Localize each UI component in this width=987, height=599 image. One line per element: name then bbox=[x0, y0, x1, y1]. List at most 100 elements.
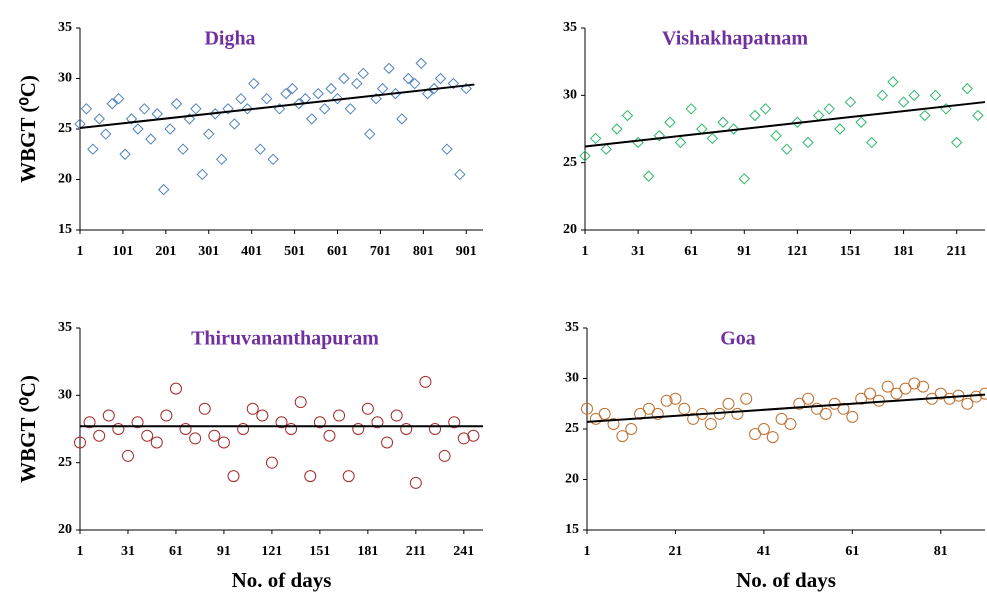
point bbox=[169, 382, 182, 395]
y-tick-label: 20 bbox=[563, 222, 577, 237]
point bbox=[887, 76, 899, 88]
y-tick-label: 30 bbox=[563, 88, 577, 103]
x-tick-label: 91 bbox=[217, 544, 231, 559]
point bbox=[448, 416, 461, 429]
point bbox=[876, 89, 889, 102]
x-tick-label: 181 bbox=[893, 244, 914, 259]
point bbox=[80, 103, 93, 115]
point bbox=[589, 132, 602, 145]
point bbox=[651, 407, 664, 420]
point bbox=[318, 103, 331, 115]
y-tick-label: 25 bbox=[563, 155, 577, 170]
point bbox=[304, 470, 317, 483]
point bbox=[138, 103, 151, 115]
point bbox=[93, 113, 106, 125]
x-tick-label: 61 bbox=[845, 544, 859, 559]
point bbox=[421, 87, 434, 100]
point bbox=[908, 377, 921, 390]
point bbox=[106, 98, 118, 110]
x-tick-label: 31 bbox=[631, 244, 645, 259]
point bbox=[119, 148, 131, 160]
point bbox=[766, 431, 779, 444]
y-tick-label: 15 bbox=[565, 522, 579, 537]
point bbox=[460, 82, 472, 95]
point bbox=[198, 402, 211, 415]
point bbox=[428, 82, 440, 95]
trend-line bbox=[79, 83, 475, 129]
point bbox=[338, 72, 350, 85]
point bbox=[770, 130, 782, 142]
point bbox=[791, 116, 804, 128]
point bbox=[643, 170, 655, 182]
point bbox=[961, 397, 974, 410]
y-tick-label: 20 bbox=[58, 522, 72, 537]
x-tick-label: 601 bbox=[327, 244, 348, 259]
point bbox=[454, 168, 466, 181]
point bbox=[704, 417, 717, 430]
point bbox=[241, 103, 254, 115]
point bbox=[312, 87, 324, 100]
point bbox=[93, 429, 106, 442]
point bbox=[810, 402, 823, 415]
point bbox=[141, 429, 154, 442]
point bbox=[687, 412, 700, 425]
y-tick-label: 30 bbox=[565, 371, 579, 386]
point bbox=[74, 118, 86, 130]
point bbox=[864, 387, 877, 400]
point bbox=[177, 143, 189, 155]
point bbox=[950, 136, 963, 149]
x-tick-label: 121 bbox=[261, 544, 282, 559]
point bbox=[621, 109, 634, 122]
point bbox=[674, 136, 687, 149]
point bbox=[325, 82, 337, 95]
point bbox=[228, 118, 241, 130]
point bbox=[132, 123, 144, 135]
point bbox=[611, 123, 623, 135]
point bbox=[254, 143, 266, 155]
point bbox=[87, 143, 99, 155]
point bbox=[383, 62, 395, 75]
point bbox=[855, 116, 867, 128]
point bbox=[943, 392, 956, 405]
x-tick-label: 701 bbox=[370, 244, 391, 259]
point bbox=[189, 432, 202, 445]
point bbox=[802, 136, 814, 149]
point bbox=[342, 470, 355, 483]
x-tick-label: 201 bbox=[155, 244, 176, 259]
point bbox=[217, 436, 230, 449]
point bbox=[344, 103, 357, 115]
point bbox=[352, 423, 365, 435]
point bbox=[819, 407, 832, 420]
point bbox=[717, 116, 729, 128]
point bbox=[846, 410, 859, 423]
point bbox=[972, 109, 984, 122]
point bbox=[160, 409, 173, 422]
point bbox=[979, 387, 987, 400]
point bbox=[419, 375, 432, 388]
x-tick-label: 211 bbox=[406, 544, 426, 559]
point bbox=[740, 392, 753, 405]
point bbox=[434, 72, 447, 85]
point bbox=[866, 136, 878, 149]
x-tick-label: 21 bbox=[668, 544, 682, 559]
point bbox=[151, 108, 163, 120]
x-tick-label: 301 bbox=[198, 244, 219, 259]
x-tick-label: 901 bbox=[456, 244, 477, 259]
point bbox=[660, 394, 673, 407]
point bbox=[351, 77, 363, 90]
point bbox=[361, 402, 374, 415]
point bbox=[280, 87, 292, 100]
point bbox=[396, 113, 408, 125]
x-tick-label: 151 bbox=[309, 544, 330, 559]
point bbox=[333, 409, 346, 422]
y-tick-label: 15 bbox=[58, 222, 72, 237]
y-tick-label: 25 bbox=[58, 455, 72, 470]
panel-title: Vishakhapatnam bbox=[662, 28, 808, 50]
y-axis-label: WBGT (⁰C) bbox=[16, 75, 40, 183]
point bbox=[246, 402, 259, 415]
point bbox=[664, 116, 676, 128]
x-tick-label: 1 bbox=[77, 244, 84, 259]
point bbox=[775, 412, 788, 425]
point bbox=[441, 143, 453, 155]
point bbox=[256, 409, 269, 422]
